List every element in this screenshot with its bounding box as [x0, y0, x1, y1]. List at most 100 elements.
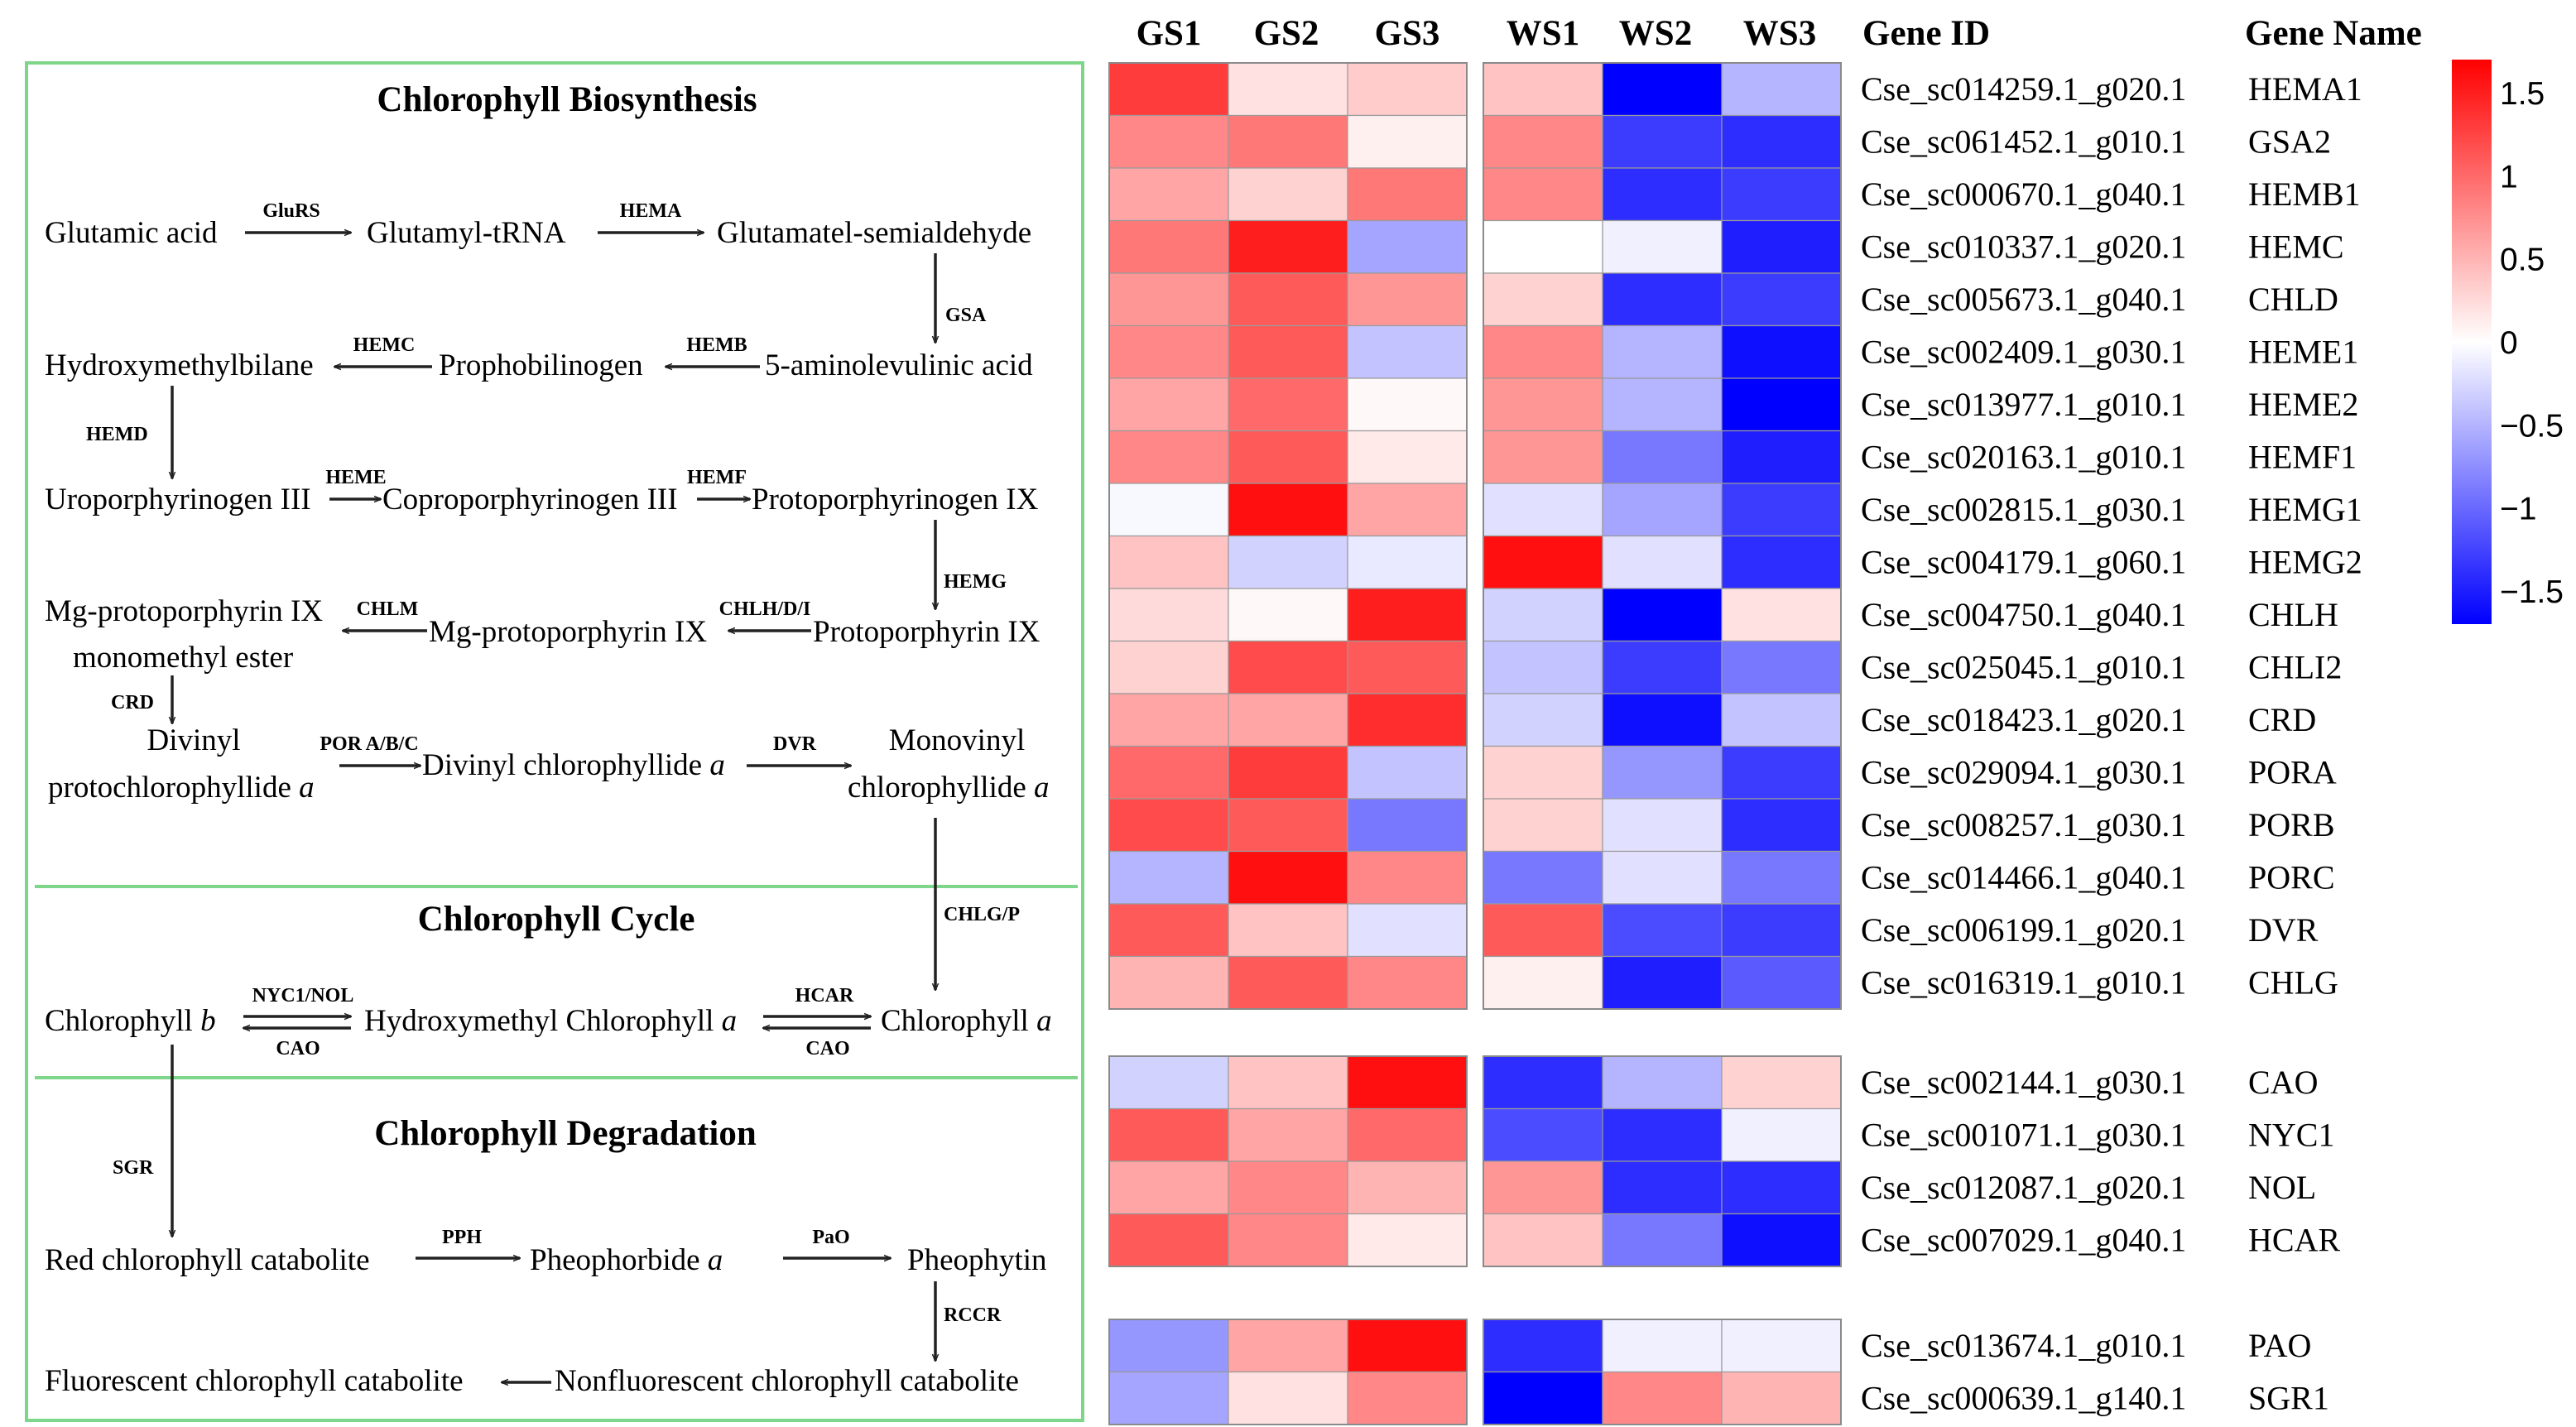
- heatmap-cell: [1228, 272, 1348, 327]
- heatmap-cell: [1483, 114, 1603, 169]
- heatmap-cell: [1347, 114, 1468, 169]
- heatmap-cell: [1721, 1371, 1842, 1425]
- heatmap-cell: [1483, 798, 1603, 853]
- heatmap-cell: [1483, 324, 1603, 379]
- legend-tick-label: 0.5: [2500, 243, 2545, 278]
- heatmap-cell: [1108, 1371, 1229, 1425]
- heatmap-cell: [1228, 1371, 1348, 1425]
- gene-name-label: HCAR: [2248, 1221, 2340, 1258]
- heatmap-cell: [1228, 903, 1348, 958]
- enzyme-dvr: DVR: [773, 733, 817, 755]
- heatmap-cell: [1721, 62, 1842, 117]
- gene-id-label: Cse_sc010337.1_g020.1: [1861, 228, 2186, 265]
- heatmap-cell: [1228, 1055, 1348, 1110]
- heatmap-cell: [1483, 535, 1603, 589]
- heatmap-cell: [1721, 850, 1842, 905]
- node-chlorophyll-b: Chlorophyll b: [45, 1004, 216, 1038]
- heatmap-cell: [1347, 798, 1468, 853]
- heatmap-cell: [1228, 430, 1348, 484]
- gene-id-label: Cse_sc016319.1_g010.1: [1861, 963, 2186, 1001]
- heatmap-cell: [1721, 324, 1842, 379]
- heatmap-cell: [1483, 219, 1603, 274]
- heatmap-cell: [1347, 535, 1468, 589]
- legend-tick-label: 0: [2500, 325, 2518, 361]
- heatmap-cell: [1602, 483, 1723, 537]
- gene-id-label: Cse_sc014259.1_g020.1: [1861, 70, 2186, 108]
- legend-tick-label: 1: [2500, 159, 2518, 195]
- heatmap-cell: [1602, 1160, 1723, 1215]
- heatmap-cell: [1228, 324, 1348, 379]
- heatmap-cell: [1347, 324, 1468, 379]
- legend-bar: [2452, 60, 2492, 624]
- heatmap-cell: [1347, 955, 1468, 1010]
- heatmap-cell: [1347, 167, 1468, 222]
- heatmap-cell: [1721, 640, 1842, 694]
- heatmap-cell: [1228, 167, 1348, 222]
- gene-id-label: Cse_sc001071.1_g030.1: [1861, 1116, 2186, 1153]
- enzyme-hemc: HEMC: [353, 334, 416, 356]
- heatmap: GS1 GS2 GS3 WS1 WS2 WS3 Gene ID Gene Nam…: [1108, 14, 2422, 1425]
- heatmap-cell: [1483, 167, 1603, 222]
- node-prophobilinogen: Prophobilinogen: [439, 348, 643, 382]
- gene-labels: Cse_sc014259.1_g020.1 HEMA1 Cse_sc061452.1…: [1861, 70, 2362, 1417]
- heatmap-cell: [1483, 1371, 1603, 1425]
- gene-name-label: HEMG1: [2248, 491, 2362, 528]
- gene-id-label: Cse_sc005673.1_g040.1: [1861, 281, 2186, 318]
- section-title-biosynthesis: Chlorophyll Biosynthesis: [377, 80, 757, 119]
- heatmap-cell: [1228, 1213, 1348, 1267]
- heatmap-cell: [1108, 1055, 1229, 1110]
- heatmap-cell: [1602, 377, 1723, 432]
- heatmap-cell: [1347, 588, 1468, 642]
- heatmap-cell: [1721, 167, 1842, 222]
- heatmap-cell: [1483, 745, 1603, 800]
- heatmap-cell: [1602, 640, 1723, 694]
- heatmap-block-frames: [1108, 62, 1842, 1425]
- enzyme-cao-2: CAO: [805, 1038, 849, 1059]
- heatmap-cell: [1602, 62, 1723, 117]
- legend-ticks: 1.5 1 0.5 0 −0.5 −1 −1.5: [2500, 76, 2564, 610]
- heatmap-cell: [1228, 850, 1348, 905]
- heatmap-cell: [1483, 62, 1603, 117]
- heatmap-cell: [1721, 1160, 1842, 1215]
- heatmap-cell: [1228, 640, 1348, 694]
- heatmap-cell: [1721, 483, 1842, 537]
- node-protoporphyrinogen: Protoporphyrinogen IX: [752, 483, 1039, 517]
- heatmap-cell: [1721, 535, 1842, 589]
- gene-name-label: HEMA1: [2248, 70, 2362, 108]
- heatmap-cell: [1602, 1319, 1723, 1373]
- heatmap-cell: [1108, 798, 1229, 853]
- legend-tick-label: 1.5: [2500, 76, 2545, 112]
- heatmap-cell: [1347, 430, 1468, 484]
- gene-name-label: DVR: [2248, 911, 2319, 949]
- heatmap-cell: [1721, 798, 1842, 853]
- heatmap-cell: [1347, 483, 1468, 537]
- gene-id-label: Cse_sc000639.1_g140.1: [1861, 1379, 2186, 1416]
- node-divinyl-pchl-line1: Divinyl: [147, 723, 240, 757]
- node-pheophorbide-a: Pheophorbide a: [530, 1243, 723, 1277]
- heatmap-cell: [1108, 377, 1229, 432]
- heatmap-cell: [1108, 535, 1229, 589]
- heatmap-cell: [1483, 1107, 1603, 1162]
- heatmap-cell: [1228, 798, 1348, 853]
- gene-id-label: Cse_sc018423.1_g020.1: [1861, 701, 2186, 738]
- node-fluorescent-chlorophyll-catabolite: Fluorescent chlorophyll catabolite: [45, 1364, 464, 1398]
- gene-name-label: CHLG: [2248, 963, 2338, 1001]
- gene-id-label: Cse_sc014466.1_g040.1: [1861, 858, 2186, 896]
- heatmap-cell: [1483, 1213, 1603, 1267]
- gene-id-label: Cse_sc006199.1_g020.1: [1861, 911, 2186, 949]
- gene-name-label: CAO: [2248, 1064, 2318, 1101]
- heatmap-cell: [1721, 219, 1842, 274]
- column-header: WS1: [1507, 14, 1579, 53]
- gene-name-label: HEMC: [2248, 228, 2344, 265]
- gene-name-label: PORC: [2248, 858, 2335, 896]
- heatmap-cell: [1228, 219, 1348, 274]
- heatmap-cell: [1347, 1371, 1468, 1425]
- heatmap-cell: [1228, 114, 1348, 169]
- node-mg-protoporphyrin-ester-line1: Mg-protoporphyrin IX: [45, 594, 323, 628]
- heatmap-cell: [1483, 955, 1603, 1010]
- heatmap-cell: [1602, 535, 1723, 589]
- heatmap-cell: [1602, 219, 1723, 274]
- gene-id-label: Cse_sc007029.1_g040.1: [1861, 1221, 2186, 1258]
- node-red-chlorophyll-catabolite: Red chlorophyll catabolite: [45, 1243, 370, 1277]
